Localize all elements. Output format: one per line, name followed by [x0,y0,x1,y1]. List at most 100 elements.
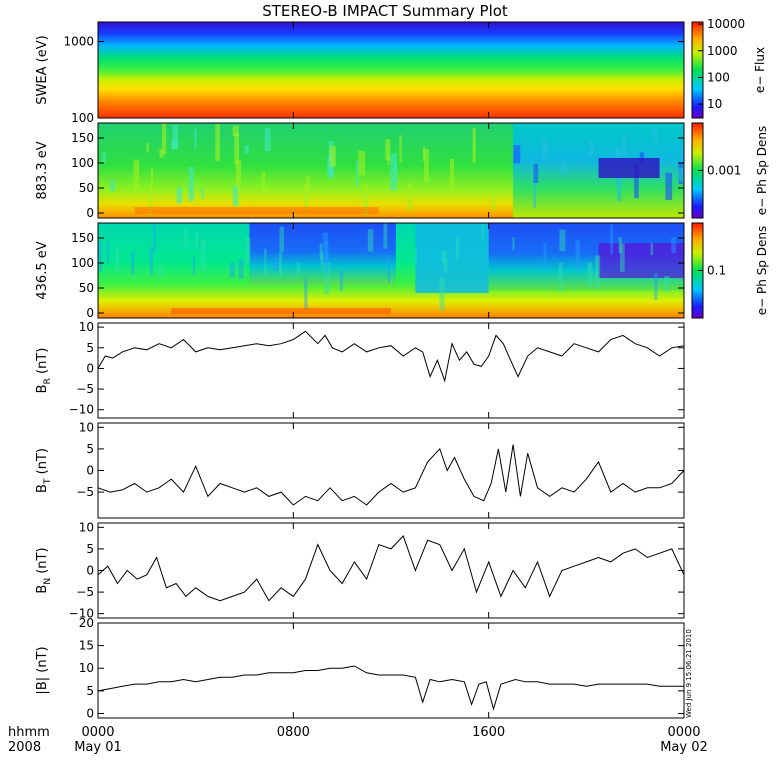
pad-883-texture [362,184,369,215]
y-tick-label: −5 [76,485,94,499]
pad-436-texture [324,262,330,295]
pad-883-texture [589,140,594,156]
pad-883-texture [102,152,106,164]
pad-436-texture [339,269,344,292]
pad-883-texture [159,148,164,158]
panel-frame [97,422,685,519]
pad-883-texture [634,165,639,199]
pad-436-texture [279,252,282,277]
pad-436-texture [387,255,391,283]
y-tick-label: 50 [79,281,94,295]
pad-436-texture [153,223,156,253]
pad-436-texture [264,248,267,277]
colorbar-1 [691,21,704,119]
pad-436-texture [245,237,251,263]
y-tick-label: 1000 [63,35,94,49]
field-line-T [97,444,685,506]
pad-436-depletion-b [415,223,489,293]
pad-883-texture [161,123,167,155]
pad-436-texture [192,256,196,275]
pad-436-texture [131,251,135,275]
y-tick-label: 10 [79,320,94,334]
y-tick-label: 0 [86,464,94,478]
pad-883-texture [264,128,271,152]
y-tick-label: 0 [86,206,94,220]
x-date-label: May 01 [74,740,122,755]
pad-436-texture [238,259,244,280]
pad-436-texture [512,236,515,251]
pad-436-texture [650,243,654,256]
panel-frame [97,522,685,619]
field-line-magnitude [97,665,684,711]
x-tick-label: 0000 [667,725,700,740]
x-tick-label: 1600 [472,725,505,740]
y-tick-label: 150 [71,131,94,145]
heatmap-panel-1 [98,22,684,118]
pad-883-texture [110,179,115,192]
pad-883-texture [387,155,390,166]
field-line-R [97,330,685,383]
y-tick-label: 5 [86,341,94,355]
pad-883-texture [149,184,152,215]
colorbar-tick-label: 0.001 [707,164,741,178]
pad-436-texture [184,229,188,248]
y-tick-label: 5 [86,542,94,556]
pad-883-texture [188,166,195,201]
pad-436-texture [481,224,484,239]
x-tick-label: 0800 [277,725,310,740]
y-tick-label: 0 [86,361,94,375]
colorbar-label: e− Ph Sp Dens [755,126,769,215]
pad-883-texture [133,159,140,195]
pad-883-texture [472,128,476,163]
pad-883-texture [533,173,537,208]
colorbar-label: e− Flux [753,47,767,93]
y-tick-label: 0 [86,306,94,320]
pad-883-texture [621,133,627,157]
pad-436-texture [456,237,459,260]
pad-436-texture [325,240,329,274]
pad-436-texture [619,243,625,272]
pad-883-texture [172,124,179,150]
pad-436-texture [558,262,563,293]
panel-frame [97,622,685,719]
pad-883-texture [390,153,397,191]
pad-436-texture [322,232,328,263]
pad-436-texture [443,258,448,272]
pad-436-texture [543,242,547,271]
pad-436-texture [618,237,622,254]
pad-436-texture [106,241,110,265]
pad-883-texture [533,163,539,184]
pad-883-texture [146,143,149,153]
pad-436-texture [195,232,199,250]
pad-436-texture [595,255,601,289]
pad-883-texture [617,169,622,202]
pad-436-texture [279,226,285,253]
pad-883-texture [235,160,242,183]
y-axis-label: BN (nT) [35,547,53,593]
pad-883-texture [358,150,366,176]
pad-883-texture [232,186,238,206]
y-axis-label: |B| (nT) [35,646,50,694]
pad-883-texture [232,125,239,136]
y-tick-label: 10 [79,661,94,675]
pad-436-depletion-a [249,223,396,286]
pad-883-texture [261,171,266,195]
pad-436-dense-patch [598,243,684,278]
chart-title: STEREO-B IMPACT Summary Plot [262,2,508,20]
panel-frame [97,122,685,219]
pad-883-texture [513,145,521,164]
pad-436-texture [414,249,417,264]
pad-436-texture [383,223,388,249]
y-tick-label: 10 [79,420,94,434]
swea-spectrogram [98,22,684,118]
pad-883-texture [542,137,548,160]
pad-883-texture [194,128,197,149]
pad-883-texture [385,139,391,161]
y-tick-label: 50 [79,181,94,195]
pad-436-texture [319,243,323,260]
x-date-label: May 02 [660,740,708,755]
y-tick-label: −5 [76,382,94,396]
pad-883-texture [491,188,496,210]
y-axis-label: BT (nT) [35,448,53,493]
panel-frame [97,322,685,419]
